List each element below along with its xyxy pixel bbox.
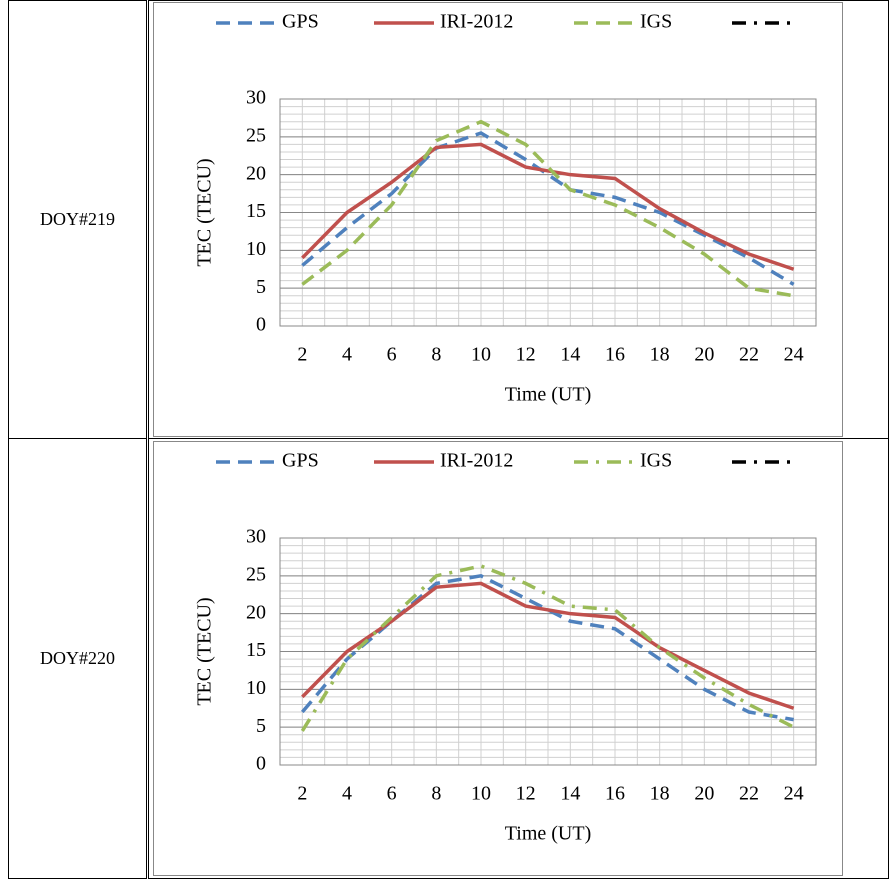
legend-label: GPS <box>282 450 319 472</box>
x-tick-label: 4 <box>342 783 352 805</box>
series-line <box>301 119 794 298</box>
x-tick-label: 4 <box>342 344 352 366</box>
x-tick-label: 20 <box>694 783 714 805</box>
y-axis-label: TEC (TECU) <box>194 158 216 266</box>
y-tick-label: 5 <box>256 715 266 737</box>
y-tick-label: 10 <box>246 677 266 699</box>
y-tick-label: 0 <box>256 314 266 336</box>
row-label: DOY#219 <box>8 0 149 439</box>
x-tick-label: 8 <box>431 344 441 366</box>
chart-cell: 0 5 10 15 20 25 30 2 4 6 8 10 12 14 16 18 20 22 24 Time (UT… <box>147 0 889 439</box>
x-tick-label: 8 <box>431 783 441 805</box>
x-tick-label: 6 <box>387 344 397 366</box>
y-tick-label: 20 <box>246 601 266 623</box>
x-tick-label: 14 <box>560 344 580 366</box>
x-tick-label: 10 <box>471 783 491 805</box>
y-axis-label: TEC (TECU) <box>194 597 216 705</box>
legend-label: IRI-2012 <box>440 450 513 472</box>
legend-label: IRI-2012 <box>440 11 513 33</box>
x-tick-label: 18 <box>650 783 670 805</box>
row: DOY#219 0 5 10 15 20 25 30 2 4 6 8 10 12 14 16 18 20 22 24… <box>8 0 889 439</box>
legend-label: IGS <box>640 450 672 472</box>
x-axis-label: Time (UT) <box>505 384 591 406</box>
x-axis-label: Time (UT) <box>505 823 591 845</box>
x-tick-label: 20 <box>694 344 714 366</box>
legend-label: GPS <box>282 11 319 33</box>
plot-frame <box>279 98 817 327</box>
x-tick-label: 18 <box>650 344 670 366</box>
x-tick-label: 16 <box>605 783 625 805</box>
x-tick-label: 6 <box>387 783 397 805</box>
table: DOY#219 0 5 10 15 20 25 30 2 4 6 8 10 12 14 16 18 20 22 24… <box>8 0 889 879</box>
legend-label: IGS <box>640 11 672 33</box>
y-tick-label: 15 <box>246 639 266 661</box>
y-tick-label: 20 <box>246 162 266 184</box>
x-tick-label: 2 <box>297 783 307 805</box>
y-tick-label: 15 <box>246 200 266 222</box>
y-tick-label: 30 <box>246 526 266 548</box>
y-tick-label: 25 <box>246 124 266 146</box>
x-tick-label: 12 <box>516 344 536 366</box>
series-line <box>301 142 795 271</box>
y-tick-label: 10 <box>246 238 266 260</box>
x-tick-label: 22 <box>739 783 759 805</box>
chart-cell: 0 5 10 15 20 25 30 2 4 6 8 10 12 14 16 18 20 22 24 Time (UT… <box>147 438 889 879</box>
x-tick-label: 16 <box>605 344 625 366</box>
x-tick-label: 14 <box>560 783 580 805</box>
y-tick-label: 30 <box>246 87 266 109</box>
y-tick-label: 5 <box>256 276 266 298</box>
x-tick-label: 2 <box>297 344 307 366</box>
x-tick-label: 24 <box>784 783 804 805</box>
row-label: DOY#220 <box>8 438 149 879</box>
plot-frame <box>279 537 817 766</box>
x-tick-label: 10 <box>471 344 491 366</box>
y-tick-label: 0 <box>256 753 266 775</box>
x-tick-label: 22 <box>739 344 759 366</box>
row: DOY#220 0 5 10 15 20 25 30 2 4 6 8 10 12 14 16 18 20 22 24… <box>8 438 889 879</box>
series-line <box>300 564 795 732</box>
x-tick-label: 12 <box>516 783 536 805</box>
x-tick-label: 24 <box>784 344 804 366</box>
y-tick-label: 25 <box>246 563 266 585</box>
